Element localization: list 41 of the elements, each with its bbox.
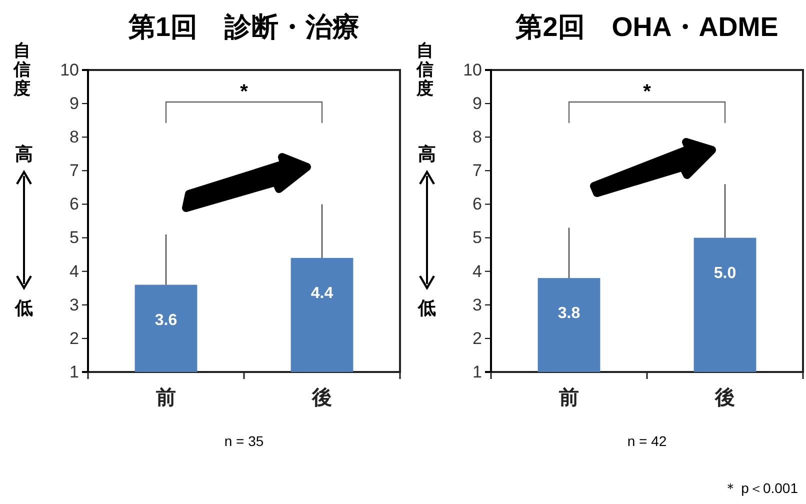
y-tick-label: 3 — [472, 295, 482, 314]
y-tick-label: 8 — [472, 128, 482, 147]
x-tick-label: 後 — [714, 387, 735, 410]
x-tick-label: 後 — [311, 387, 332, 410]
y-tick-label: 2 — [472, 328, 482, 348]
y-tick-label: 3 — [70, 295, 79, 314]
data-label: 5.0 — [714, 264, 736, 282]
text: 低 — [14, 298, 33, 318]
y-axis-title: 自信度 — [416, 41, 434, 98]
y-tick-label: 6 — [472, 194, 482, 214]
text: ＊ p＜0.001 — [723, 480, 798, 496]
x-tick-label: 前 — [558, 387, 579, 410]
y-tick-label: 9 — [472, 94, 482, 113]
y-axis-title: 自信度 — [12, 41, 30, 98]
text: 高 — [15, 144, 33, 164]
data-label: 3.6 — [154, 312, 178, 329]
y-tick-label: 2 — [70, 328, 79, 348]
text: 低 — [417, 298, 436, 318]
y-tick-label: 7 — [70, 161, 79, 180]
y-tick-label: 7 — [472, 161, 482, 180]
text: 高 — [418, 144, 436, 164]
y-tick-label: 4 — [472, 262, 482, 281]
y-tick-label: 5 — [70, 228, 79, 248]
y-tick-label: 1 — [472, 362, 482, 382]
x-tick-label: 前 — [155, 387, 176, 410]
y-tick-label: 5 — [472, 228, 482, 248]
annotation: * — [240, 81, 248, 103]
chart-title: 第2回 OHA・ADME — [514, 12, 778, 42]
text: n = 35 — [224, 433, 264, 449]
data-label: 4.4 — [310, 284, 334, 302]
chart-title: 第1回 診断・治療 — [127, 12, 360, 42]
data-label: 3.8 — [558, 305, 580, 322]
y-tick-label: 10 — [463, 60, 482, 80]
y-tick-label: 6 — [70, 194, 79, 214]
y-tick-label: 9 — [70, 94, 79, 113]
y-tick-label: 8 — [70, 128, 79, 147]
y-tick-label: 4 — [70, 262, 79, 281]
y-tick-label: 1 — [70, 362, 79, 382]
y-tick-label: 10 — [60, 60, 79, 80]
text: n = 42 — [627, 433, 667, 449]
annotation: * — [643, 81, 652, 103]
